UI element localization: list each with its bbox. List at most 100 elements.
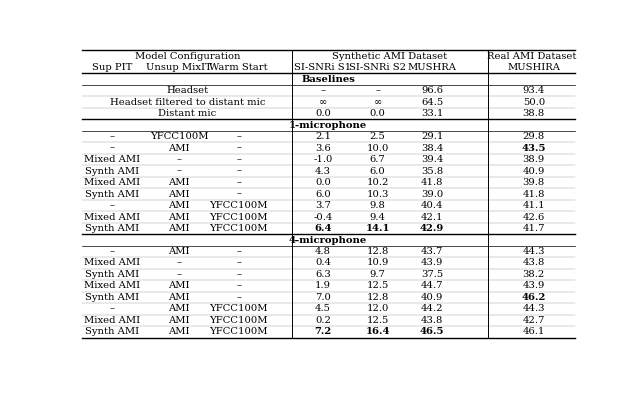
Text: 6.0: 6.0 bbox=[370, 166, 385, 175]
Text: Baselines: Baselines bbox=[301, 74, 355, 83]
Text: Headset: Headset bbox=[166, 86, 209, 95]
Text: 1-microphone: 1-microphone bbox=[289, 120, 367, 129]
Text: 38.2: 38.2 bbox=[523, 270, 545, 279]
Text: AMI: AMI bbox=[168, 190, 190, 199]
Text: 96.6: 96.6 bbox=[421, 86, 443, 95]
Text: –: – bbox=[177, 258, 182, 267]
Text: Synth AMI: Synth AMI bbox=[85, 224, 140, 233]
Text: 33.1: 33.1 bbox=[421, 109, 444, 118]
Text: –: – bbox=[236, 247, 241, 256]
Text: 12.5: 12.5 bbox=[367, 316, 388, 325]
Text: 0.4: 0.4 bbox=[315, 258, 331, 267]
Text: 12.0: 12.0 bbox=[367, 304, 388, 313]
Text: Mixed AMI: Mixed AMI bbox=[84, 178, 140, 187]
Text: Unsup MixIT: Unsup MixIT bbox=[147, 63, 212, 72]
Text: 39.0: 39.0 bbox=[421, 190, 444, 199]
Text: Distant mic: Distant mic bbox=[158, 109, 216, 118]
Text: –: – bbox=[109, 144, 115, 153]
Text: AMI: AMI bbox=[168, 247, 190, 256]
Text: –: – bbox=[321, 86, 326, 95]
Text: YFCC100M: YFCC100M bbox=[209, 201, 268, 210]
Text: AMI: AMI bbox=[168, 316, 190, 325]
Text: AMI: AMI bbox=[168, 224, 190, 233]
Text: –: – bbox=[177, 155, 182, 164]
Text: YFCC100M: YFCC100M bbox=[209, 316, 268, 325]
Text: –: – bbox=[236, 282, 241, 291]
Text: –: – bbox=[375, 86, 380, 95]
Text: 10.3: 10.3 bbox=[367, 190, 388, 199]
Text: Synthetic AMI Dataset: Synthetic AMI Dataset bbox=[332, 52, 447, 61]
Text: SI-SNRi S1: SI-SNRi S1 bbox=[294, 63, 351, 72]
Text: –: – bbox=[236, 166, 241, 175]
Text: YFCC100M: YFCC100M bbox=[209, 224, 268, 233]
Text: 43.5: 43.5 bbox=[522, 144, 546, 153]
Text: ∞: ∞ bbox=[319, 98, 327, 107]
Text: –: – bbox=[236, 190, 241, 199]
Text: –: – bbox=[109, 247, 115, 256]
Text: 41.1: 41.1 bbox=[522, 201, 545, 210]
Text: 42.1: 42.1 bbox=[421, 212, 444, 221]
Text: 10.9: 10.9 bbox=[367, 258, 388, 267]
Text: 4.3: 4.3 bbox=[315, 166, 331, 175]
Text: 42.7: 42.7 bbox=[523, 316, 545, 325]
Text: –: – bbox=[236, 155, 241, 164]
Text: 42.6: 42.6 bbox=[523, 212, 545, 221]
Text: 43.8: 43.8 bbox=[523, 258, 545, 267]
Text: -1.0: -1.0 bbox=[314, 155, 333, 164]
Text: 4.8: 4.8 bbox=[315, 247, 331, 256]
Text: 46.5: 46.5 bbox=[420, 328, 444, 337]
Text: 64.5: 64.5 bbox=[421, 98, 444, 107]
Text: 14.1: 14.1 bbox=[365, 224, 390, 233]
Text: –: – bbox=[236, 258, 241, 267]
Text: 29.8: 29.8 bbox=[523, 132, 545, 141]
Text: 35.8: 35.8 bbox=[421, 166, 444, 175]
Text: Mixed AMI: Mixed AMI bbox=[84, 258, 140, 267]
Text: 12.8: 12.8 bbox=[367, 247, 388, 256]
Text: ∞: ∞ bbox=[373, 98, 382, 107]
Text: YFCC100M: YFCC100M bbox=[150, 132, 209, 141]
Text: AMI: AMI bbox=[168, 293, 190, 302]
Text: YFCC100M: YFCC100M bbox=[209, 328, 268, 337]
Text: Real AMI Dataset: Real AMI Dataset bbox=[486, 52, 576, 61]
Text: 0.2: 0.2 bbox=[315, 316, 331, 325]
Text: 42.9: 42.9 bbox=[420, 224, 444, 233]
Text: 10.2: 10.2 bbox=[367, 178, 388, 187]
Text: AMI: AMI bbox=[168, 328, 190, 337]
Text: AMI: AMI bbox=[168, 212, 190, 221]
Text: Synth AMI: Synth AMI bbox=[85, 328, 140, 337]
Text: 3.7: 3.7 bbox=[315, 201, 331, 210]
Text: 39.4: 39.4 bbox=[421, 155, 444, 164]
Text: 0.0: 0.0 bbox=[315, 109, 331, 118]
Text: YFCC100M: YFCC100M bbox=[209, 212, 268, 221]
Text: AMI: AMI bbox=[168, 282, 190, 291]
Text: AMI: AMI bbox=[168, 201, 190, 210]
Text: 41.8: 41.8 bbox=[421, 178, 444, 187]
Text: –: – bbox=[109, 201, 115, 210]
Text: 41.8: 41.8 bbox=[523, 190, 545, 199]
Text: Mixed AMI: Mixed AMI bbox=[84, 316, 140, 325]
Text: 16.4: 16.4 bbox=[365, 328, 390, 337]
Text: 46.2: 46.2 bbox=[522, 293, 546, 302]
Text: 39.8: 39.8 bbox=[523, 178, 545, 187]
Text: -0.4: -0.4 bbox=[314, 212, 333, 221]
Text: 6.0: 6.0 bbox=[315, 190, 331, 199]
Text: 93.4: 93.4 bbox=[523, 86, 545, 95]
Text: 50.0: 50.0 bbox=[523, 98, 545, 107]
Text: 12.5: 12.5 bbox=[367, 282, 388, 291]
Text: 44.3: 44.3 bbox=[523, 304, 545, 313]
Text: 4-microphone: 4-microphone bbox=[289, 236, 367, 245]
Text: 41.7: 41.7 bbox=[523, 224, 545, 233]
Text: –: – bbox=[236, 270, 241, 279]
Text: 0.0: 0.0 bbox=[370, 109, 385, 118]
Text: 29.1: 29.1 bbox=[421, 132, 444, 141]
Text: 44.7: 44.7 bbox=[421, 282, 444, 291]
Text: 40.4: 40.4 bbox=[421, 201, 444, 210]
Text: 6.4: 6.4 bbox=[314, 224, 332, 233]
Text: 40.9: 40.9 bbox=[523, 166, 545, 175]
Text: –: – bbox=[177, 270, 182, 279]
Text: Model Configuration: Model Configuration bbox=[134, 52, 240, 61]
Text: Synth AMI: Synth AMI bbox=[85, 270, 140, 279]
Text: 7.0: 7.0 bbox=[315, 293, 331, 302]
Text: –: – bbox=[109, 132, 115, 141]
Text: 7.2: 7.2 bbox=[314, 328, 332, 337]
